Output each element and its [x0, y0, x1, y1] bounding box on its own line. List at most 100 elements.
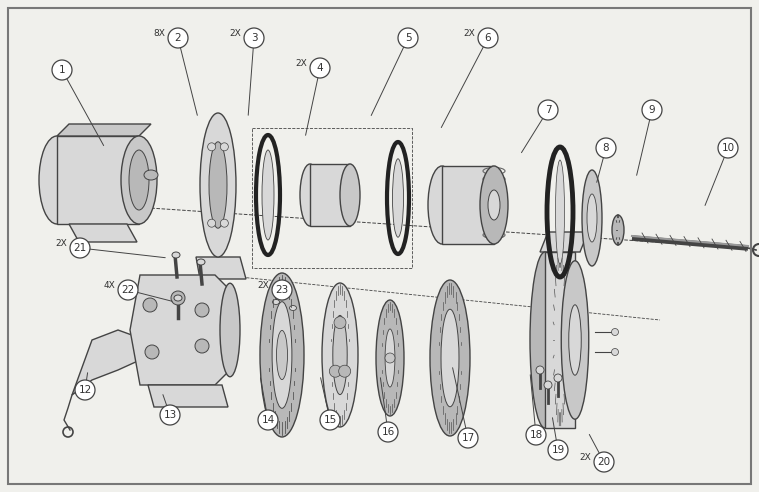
Ellipse shape	[289, 306, 297, 310]
Ellipse shape	[480, 166, 508, 244]
Circle shape	[272, 280, 292, 300]
Circle shape	[596, 138, 616, 158]
Text: 5: 5	[405, 33, 411, 43]
Text: 3: 3	[250, 33, 257, 43]
Ellipse shape	[385, 329, 395, 387]
Polygon shape	[72, 330, 148, 395]
Circle shape	[220, 143, 228, 151]
Ellipse shape	[262, 150, 274, 240]
Circle shape	[458, 428, 478, 448]
Circle shape	[526, 425, 546, 445]
Polygon shape	[130, 275, 230, 385]
Text: 4: 4	[317, 63, 323, 73]
Text: 20: 20	[597, 457, 610, 467]
Polygon shape	[442, 166, 494, 244]
Circle shape	[208, 143, 216, 151]
Circle shape	[168, 28, 188, 48]
Text: 18: 18	[529, 430, 543, 440]
Ellipse shape	[300, 164, 320, 226]
Ellipse shape	[612, 215, 624, 245]
Text: 6: 6	[485, 33, 491, 43]
Circle shape	[642, 100, 662, 120]
Circle shape	[612, 329, 619, 336]
Circle shape	[398, 28, 418, 48]
Ellipse shape	[568, 305, 581, 375]
Ellipse shape	[322, 283, 358, 427]
Circle shape	[548, 440, 568, 460]
Ellipse shape	[556, 160, 565, 264]
Text: 21: 21	[74, 243, 87, 253]
Ellipse shape	[340, 164, 360, 226]
Ellipse shape	[561, 261, 589, 419]
Circle shape	[329, 365, 342, 377]
Ellipse shape	[441, 309, 459, 407]
Circle shape	[385, 353, 395, 363]
Ellipse shape	[197, 259, 205, 265]
Ellipse shape	[272, 302, 292, 408]
Ellipse shape	[587, 194, 597, 242]
Ellipse shape	[209, 142, 227, 228]
Ellipse shape	[582, 170, 602, 266]
Ellipse shape	[220, 283, 240, 377]
Text: 19: 19	[551, 445, 565, 455]
Text: 17: 17	[461, 433, 474, 443]
Text: 2X: 2X	[295, 60, 307, 68]
Circle shape	[594, 452, 614, 472]
Ellipse shape	[129, 150, 149, 210]
Ellipse shape	[174, 295, 182, 301]
Ellipse shape	[144, 170, 158, 180]
Text: 8X: 8X	[153, 30, 165, 38]
Circle shape	[52, 60, 72, 80]
Circle shape	[612, 348, 619, 356]
Text: 15: 15	[323, 415, 337, 425]
Polygon shape	[57, 124, 151, 136]
Ellipse shape	[392, 159, 404, 237]
Circle shape	[544, 381, 552, 389]
Ellipse shape	[332, 315, 347, 395]
Circle shape	[718, 138, 738, 158]
Text: 23: 23	[276, 285, 288, 295]
Polygon shape	[540, 232, 588, 252]
Circle shape	[339, 365, 351, 377]
Text: 2X: 2X	[463, 30, 475, 38]
Text: 13: 13	[163, 410, 177, 420]
Text: 16: 16	[381, 427, 395, 437]
Polygon shape	[196, 257, 246, 279]
Circle shape	[75, 380, 95, 400]
Circle shape	[160, 405, 180, 425]
Ellipse shape	[488, 190, 500, 220]
Circle shape	[334, 316, 346, 329]
Circle shape	[538, 100, 558, 120]
Ellipse shape	[200, 113, 236, 257]
Ellipse shape	[376, 300, 404, 416]
Text: 2X: 2X	[257, 281, 269, 290]
Polygon shape	[545, 252, 575, 428]
Circle shape	[244, 28, 264, 48]
Text: 9: 9	[649, 105, 655, 115]
Circle shape	[320, 410, 340, 430]
Ellipse shape	[39, 136, 75, 224]
Circle shape	[478, 28, 498, 48]
Circle shape	[378, 422, 398, 442]
Ellipse shape	[428, 166, 456, 244]
Text: 7: 7	[545, 105, 551, 115]
Polygon shape	[148, 385, 228, 407]
Polygon shape	[57, 136, 139, 224]
Ellipse shape	[260, 273, 304, 437]
Circle shape	[554, 374, 562, 382]
Ellipse shape	[172, 252, 180, 258]
Circle shape	[70, 238, 90, 258]
Text: 14: 14	[261, 415, 275, 425]
Ellipse shape	[272, 300, 279, 305]
Ellipse shape	[276, 331, 288, 380]
Ellipse shape	[430, 280, 470, 436]
Text: 4X: 4X	[103, 281, 115, 290]
Circle shape	[171, 291, 185, 305]
Circle shape	[145, 345, 159, 359]
Text: 12: 12	[78, 385, 92, 395]
Text: 2X: 2X	[579, 454, 591, 462]
Text: 8: 8	[603, 143, 609, 153]
Text: 22: 22	[121, 285, 134, 295]
Ellipse shape	[121, 136, 157, 224]
Text: 1: 1	[58, 65, 65, 75]
